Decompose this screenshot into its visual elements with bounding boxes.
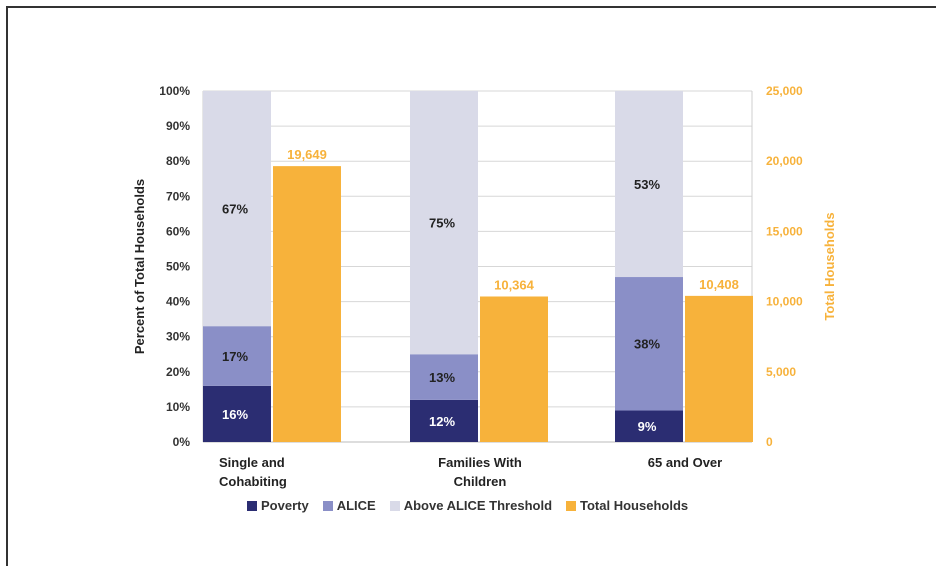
y2-tick-label: 15,000 <box>766 224 803 238</box>
y-tick-label: 30% <box>166 330 190 344</box>
y2-tick-label: 25,000 <box>766 84 803 98</box>
y-tick-label: 90% <box>166 119 190 133</box>
data-label-total: 19,649 <box>287 147 327 162</box>
legend-item-alice: ALICE <box>322 498 376 513</box>
data-label: 75% <box>429 216 455 231</box>
bar-above-alice-threshold <box>203 91 271 327</box>
data-label: 38% <box>634 337 660 352</box>
x-tick-label: Cohabiting <box>219 474 287 489</box>
y-tick-label: 100% <box>159 84 190 98</box>
y-tick-label: 40% <box>166 295 190 309</box>
data-label: 12% <box>429 414 455 429</box>
x-tick-label: Children <box>454 474 507 489</box>
y-tick-label: 10% <box>166 400 190 414</box>
bar-poverty <box>410 399 478 442</box>
y2-tick-label: 5,000 <box>766 365 796 379</box>
data-label: 16% <box>222 407 248 422</box>
legend-swatch-alice <box>322 500 333 511</box>
bar-total-households <box>273 166 341 442</box>
bar-poverty <box>615 410 683 442</box>
legend-item-above: Above ALICE Threshold <box>389 498 553 513</box>
bar-above-alice-threshold <box>410 91 478 355</box>
y2-axis-title: Total Households <box>822 212 837 320</box>
legend-label-poverty: Poverty <box>261 498 309 513</box>
y-tick-label: 0% <box>173 435 191 449</box>
bar-alice <box>203 326 271 386</box>
legend-label-total: Total Households <box>580 498 689 513</box>
bar-poverty <box>203 385 271 442</box>
y-tick-label: 50% <box>166 260 190 274</box>
x-tick-label: 65 and Over <box>648 455 722 470</box>
page-frame <box>6 6 936 566</box>
bar-above-alice-threshold <box>615 91 683 278</box>
bar-alice <box>615 277 683 411</box>
x-tick-label: Single and <box>219 455 285 470</box>
y-tick-label: 70% <box>166 189 190 203</box>
data-label-total: 10,408 <box>699 277 739 292</box>
legend-swatch-total <box>566 500 577 511</box>
bar-total-households <box>480 296 548 442</box>
bar-alice <box>410 354 478 400</box>
legend-label-alice: ALICE <box>336 498 376 513</box>
legend-item-total: Total Households <box>566 498 688 513</box>
data-label: 67% <box>222 202 248 217</box>
x-tick-label: Families With <box>438 455 522 470</box>
data-label: 53% <box>634 177 660 192</box>
y2-tick-label: 0 <box>766 435 773 449</box>
data-label-total: 10,364 <box>494 277 535 292</box>
bar-total-households <box>685 295 753 442</box>
y2-tick-label: 20,000 <box>766 154 803 168</box>
data-label: 9% <box>638 419 657 434</box>
legend-label-above: Above ALICE Threshold <box>403 498 553 513</box>
y2-tick-label: 10,000 <box>766 295 803 309</box>
legend-swatch-above <box>389 500 400 511</box>
legend-swatch-poverty <box>247 500 257 511</box>
y-tick-label: 20% <box>166 365 190 379</box>
data-label: 17% <box>222 349 248 364</box>
y-tick-label: 60% <box>166 224 190 238</box>
legend-item-poverty: Poverty <box>247 498 309 513</box>
y-axis-title: Percent of Total Households <box>132 179 147 354</box>
y-tick-label: 80% <box>166 154 190 168</box>
legend: Poverty ALICE Above ALICE Threshold Tota… <box>247 498 688 513</box>
data-label: 13% <box>429 370 455 385</box>
